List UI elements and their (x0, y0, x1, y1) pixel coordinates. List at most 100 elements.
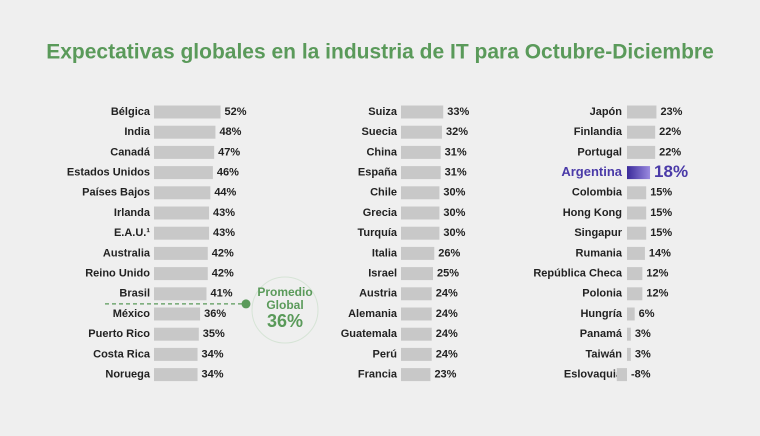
category-label: Estados Unidos (67, 167, 150, 179)
value-label: 31% (445, 146, 467, 158)
category-label: Costa Rica (93, 348, 151, 360)
bar (627, 307, 635, 321)
bar (154, 327, 199, 341)
bar (154, 246, 208, 260)
value-label: 26% (438, 247, 460, 259)
category-label: Guatemala (341, 328, 398, 340)
bar (627, 347, 631, 361)
category-label: Japón (590, 106, 623, 118)
category-label: Colombia (572, 187, 623, 199)
bar (154, 186, 211, 200)
category-label: India (124, 126, 151, 138)
bar (627, 166, 651, 180)
value-label: 22% (659, 146, 681, 158)
bar (627, 246, 645, 260)
category-label: Puerto Rico (88, 328, 150, 340)
bar (401, 166, 441, 180)
annotation-circle (251, 276, 319, 344)
chart-title: Expectativas globales en la industria de… (46, 41, 714, 64)
annotation-label: Global (266, 298, 303, 312)
bar (627, 267, 643, 281)
value-label: 42% (212, 268, 234, 280)
bar (401, 287, 432, 301)
category-label: Hong Kong (563, 207, 622, 219)
category-label: Irlanda (114, 207, 151, 219)
bar (154, 166, 213, 180)
value-label: 32% (446, 126, 468, 138)
category-label: Eslovaquia (564, 369, 623, 381)
category-label: Portugal (577, 146, 622, 158)
value-label: 48% (219, 126, 241, 138)
category-label: E.A.U.¹ (114, 227, 150, 239)
bar (627, 105, 657, 119)
bar (401, 105, 444, 119)
bar (401, 327, 432, 341)
category-label: Suiza (368, 106, 398, 118)
category-label: Perú (373, 348, 397, 360)
value-label: 12% (646, 268, 668, 280)
value-label: 46% (217, 167, 239, 179)
value-label: 33% (447, 106, 469, 118)
category-label: Brasil (119, 288, 150, 300)
category-label: Polonia (582, 288, 623, 300)
category-label: Taiwán (586, 348, 623, 360)
category-label: Reino Unido (85, 268, 150, 280)
bar (401, 226, 440, 240)
value-label: 36% (204, 308, 226, 320)
category-label: Israel (368, 268, 397, 280)
category-label: Italia (372, 247, 398, 259)
category-label: España (358, 167, 398, 179)
bar (154, 125, 216, 139)
bar (154, 267, 208, 281)
value-label: 31% (445, 167, 467, 179)
bar (627, 145, 656, 159)
category-label: Panamá (580, 328, 623, 340)
value-label: 30% (443, 187, 465, 199)
bar (154, 105, 221, 119)
value-label: 24% (436, 288, 458, 300)
value-label: 34% (202, 369, 224, 381)
category-label: Rumania (576, 247, 623, 259)
bar (401, 307, 432, 321)
category-label: Finlandia (574, 126, 623, 138)
value-label: 25% (437, 268, 459, 280)
category-label: México (113, 308, 151, 320)
category-label: Países Bajos (82, 187, 150, 199)
value-label: 3% (635, 348, 651, 360)
bar (401, 206, 440, 220)
category-label: Canadá (110, 146, 151, 158)
category-label: Chile (370, 187, 397, 199)
category-label: Singapur (574, 227, 622, 239)
value-label: 14% (649, 247, 671, 259)
bar (154, 368, 198, 382)
category-label: Francia (358, 369, 398, 381)
value-label: 24% (436, 328, 458, 340)
value-label: -8% (631, 369, 651, 381)
value-label: 24% (436, 348, 458, 360)
category-label: Bélgica (111, 106, 151, 118)
category-label: Argentina (561, 164, 622, 179)
value-label: 6% (639, 308, 655, 320)
value-label: 12% (646, 288, 668, 300)
bar (627, 186, 647, 200)
value-label: 52% (225, 106, 247, 118)
category-label: República Checa (533, 268, 623, 280)
annotation-label: Promedio (257, 285, 312, 299)
value-label: 23% (434, 369, 456, 381)
value-label: 23% (660, 106, 682, 118)
value-label: 47% (218, 146, 240, 158)
value-label: 24% (436, 308, 458, 320)
value-label: 41% (210, 288, 232, 300)
value-label: 30% (443, 227, 465, 239)
value-label: 42% (212, 247, 234, 259)
category-label: Austria (359, 288, 398, 300)
bar (401, 347, 432, 361)
bar (154, 307, 201, 321)
category-label: Hungría (580, 308, 622, 320)
bar (154, 287, 207, 301)
bar (627, 226, 647, 240)
bar (401, 246, 435, 260)
value-label: 22% (659, 126, 681, 138)
annotation-value: 36% (267, 311, 303, 331)
bar (401, 186, 440, 200)
